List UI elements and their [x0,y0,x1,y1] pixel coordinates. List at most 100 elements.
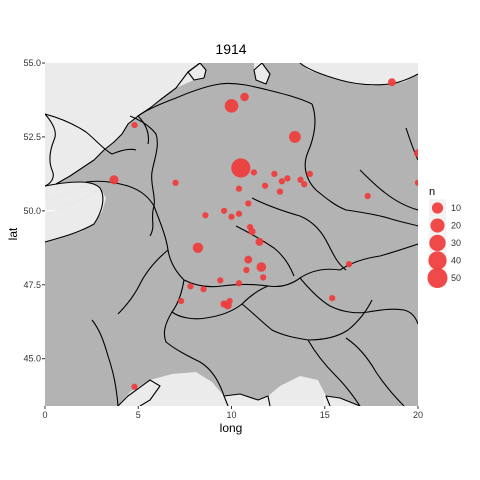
data-point [387,78,396,87]
data-point [250,169,258,176]
data-point [131,121,138,129]
coastline [117,379,161,406]
data-point [235,280,243,287]
land-mass [45,63,418,406]
legend-title: n [429,186,435,198]
map-background [45,63,418,406]
border-segment [405,127,418,161]
border-segment [235,225,295,277]
data-point [217,277,224,284]
legend-key-circle [429,234,446,252]
border-segment [129,115,158,237]
data-point [235,210,243,217]
data-point [172,179,179,186]
data-point [109,175,119,185]
y-axis-title: lat [6,227,20,240]
data-point [329,294,336,302]
data-point [131,383,138,390]
coastline [45,181,104,243]
legend-label: 40 [451,256,461,266]
coastline [55,63,201,185]
data-point [226,297,233,305]
data-point [245,200,252,207]
sea-areas [45,63,418,406]
y-axis-ticks: 45.0 47.5 50.0 52.5 55.0 [23,58,45,364]
border-segment [85,180,155,207]
y-tick-label: 50.0 [23,206,41,216]
x-axis-title: long [220,421,243,435]
legend-label: 10 [451,203,461,213]
data-point [414,179,418,186]
legend-label: 30 [451,238,461,248]
data-point [271,170,278,178]
data-point [414,149,418,158]
coastline [45,113,56,187]
border-segment [299,277,418,325]
data-point [255,237,264,246]
y-tick-label: 47.5 [23,280,41,290]
data-point [261,182,269,189]
legend-key-circle [427,268,448,288]
data-point [235,185,243,192]
data-point [224,99,239,113]
border-segment [304,103,418,227]
border-segment [45,113,137,155]
data-point [284,175,291,182]
data-point [200,286,207,293]
data-point [244,255,253,264]
x-tick-label: 15 [320,410,330,420]
data-point [192,242,204,254]
border-segment [359,169,418,211]
border-segment [307,339,361,406]
data-point [297,176,304,183]
coastline [223,393,271,406]
coastline [299,63,418,86]
data-point [202,212,209,219]
border-segment [117,249,169,315]
data-point [278,178,285,185]
border-segment [137,115,150,145]
border-segment [345,337,405,406]
data-point [364,192,371,200]
y-tick-label: 55.0 [23,58,41,68]
data-point [231,158,251,178]
legend-label: 20 [451,221,461,231]
data-point [288,131,301,143]
country-borders [45,63,418,406]
border-segment [171,279,269,320]
coastline [325,395,361,406]
legend-key-circle [430,218,445,233]
x-tick-label: 5 [136,410,141,420]
size-legend: n 10 20 30 40 50 [427,186,461,288]
legend-keys: 10 20 30 40 50 [427,199,461,288]
legend-key-circle [431,202,444,214]
data-point [243,266,250,274]
legend-label: 50 [451,273,461,283]
data-point [345,260,353,268]
data-point [248,227,256,236]
data-point [178,297,185,305]
x-tick-label: 20 [413,410,423,420]
plot-title: 1914 [215,41,246,57]
border-segment [251,197,347,271]
data-point [260,274,267,281]
x-tick-label: 10 [226,410,236,420]
data-point [301,181,308,188]
y-tick-label: 45.0 [23,354,41,364]
x-tick-label: 0 [42,410,47,420]
data-point [240,92,249,102]
data-points [109,78,418,390]
coastline [253,63,271,85]
data-point [306,170,313,178]
border-segment [137,82,313,117]
data-point [187,283,194,290]
x-axis-ticks: 0 5 10 15 20 [42,406,423,420]
data-point [256,262,267,272]
border-segment [163,311,225,397]
data-point [276,188,284,195]
data-point [228,213,235,220]
border-segment [91,319,119,406]
data-point [220,207,228,214]
legend-key-circle [428,251,447,270]
